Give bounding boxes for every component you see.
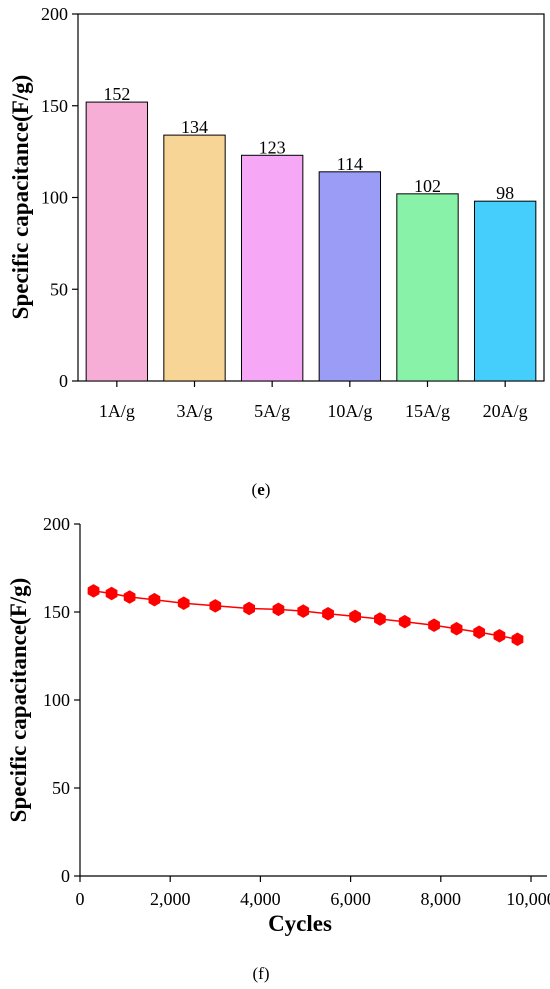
y-tick-label-e: 50 [50,279,68,299]
bar-data-label: 102 [414,176,441,196]
bar [396,193,459,382]
x-tick-label-e: 5A/g [254,401,290,421]
y-axis-ticks-e: 0 50 100 150 200 [41,4,78,391]
data-point-marker [243,601,255,616]
data-point-marker [87,584,100,598]
bar-data-label: 98 [496,183,514,203]
bar [240,154,304,382]
y-axis-ticks-f: 0 50 100 150 200 [43,514,80,886]
data-point-marker [148,592,161,607]
data-point-marker [428,618,440,632]
data-point-marker [493,628,506,643]
bar-data-label: 152 [103,84,130,104]
data-point-marker [105,586,118,601]
y-tick-label-f: 150 [43,602,70,622]
caption-e: (e) [252,480,271,499]
y-axis-title-f: Specific capacitance(F/g) [6,578,31,823]
y-tick-label-e: 0 [59,371,68,391]
caption-e-letter: e [257,480,265,499]
data-point-marker [398,614,411,629]
data-point-marker [511,632,524,647]
bar-chart-panel-e: 0 50 100 150 200 152 134 123 114 102 98 1A/g 3A/g 5… [8,4,545,499]
x-tick-label-e: 10A/g [327,401,372,421]
data-point-marker [450,621,463,636]
y-tick-label-e: 200 [41,4,68,24]
data-point-marker [209,599,222,613]
x-tick-label-e: 20A/g [483,401,528,421]
data-point-marker [177,596,190,610]
data-point-marker [473,625,486,640]
y-tick-label-e: 150 [41,96,68,116]
data-point-marker [374,612,386,626]
x-axis-title-f: Cycles [268,911,332,936]
data-point-marker [297,604,310,618]
bar-data-label: 123 [259,137,286,157]
line-chart-panel-f: 0 50 100 150 200 0 2,000 4,000 6,000 8,000 10,000… [6,514,550,983]
x-tick-label-f: 6,000 [330,889,371,909]
y-tick-label-f: 100 [43,690,70,710]
caption-f: (f) [253,964,270,983]
data-point-marker [123,590,136,604]
x-tick-label-f: 8,000 [421,889,462,909]
y-tick-label-e: 100 [41,188,68,208]
x-tick-label-f: 4,000 [240,889,281,909]
bar [473,200,537,382]
y-tick-label-f: 0 [61,866,70,886]
x-tick-label-e: 15A/g [405,401,450,421]
y-tick-label-f: 50 [52,778,70,798]
y-axis-title-e: Specific capacitance(F/g) [8,75,33,320]
bar-data-label: 114 [337,154,363,174]
bars-e: 152 134 123 114 102 98 [85,84,537,382]
y-tick-label-f: 200 [43,514,70,534]
data-point-marker [322,606,334,621]
bar-data-label: 134 [181,117,208,137]
x-axis-ticks-e: 1A/g 3A/g 5A/g 10A/g 15A/g 20A/g [99,381,528,421]
x-tick-label-f: 2,000 [150,889,191,909]
series-markers-f [87,584,524,647]
data-point-marker [349,609,361,624]
x-tick-label-f: 10,000 [506,889,550,909]
data-point-marker [272,602,285,617]
bar [85,101,149,382]
x-tick-label-f: 0 [76,889,85,909]
plot-axes-f [79,524,547,877]
x-tick-label-e: 3A/g [177,401,213,421]
x-tick-label-e: 1A/g [99,401,135,421]
x-axis-ticks-f: 0 2,000 4,000 6,000 8,000 10,000 [76,876,550,909]
bar [318,171,382,382]
bar [163,134,226,382]
